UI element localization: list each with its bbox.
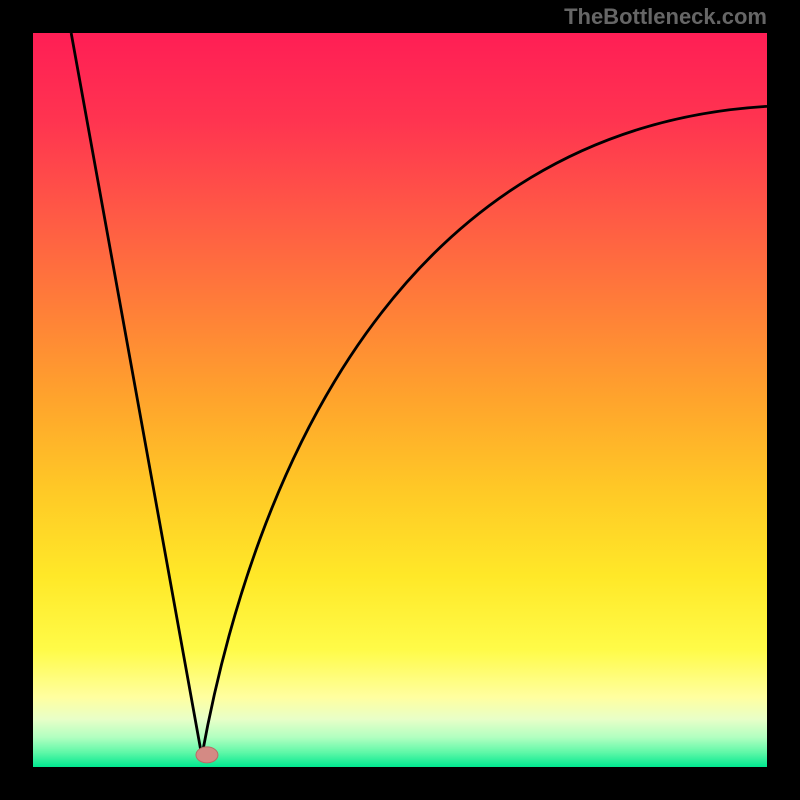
- bottleneck-curve: [71, 33, 767, 756]
- plot-area: [33, 33, 767, 767]
- chart-stage: TheBottleneck.com: [0, 0, 800, 800]
- trough-marker: [196, 747, 218, 763]
- watermark-text: TheBottleneck.com: [564, 4, 767, 30]
- curve-layer: [33, 33, 767, 767]
